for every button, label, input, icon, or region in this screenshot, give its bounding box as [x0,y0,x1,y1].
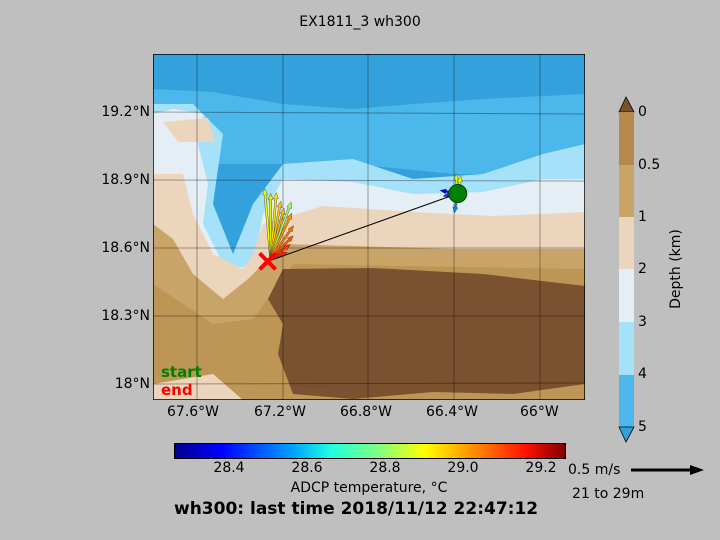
map-panel [153,54,585,400]
depth-tick: 5 [638,419,647,435]
coast-shelf [153,374,243,400]
current-vector [269,200,283,259]
lat-tick: 19.2°N [101,104,150,120]
lon-tick: 66.4°W [426,404,479,420]
end-legend: end [161,381,193,399]
depth-tick: 1 [638,209,647,225]
lat-tick: 18°N [114,376,150,392]
depth-tick: 0 [638,104,647,120]
depth-tick: 3 [638,314,647,330]
current-vector [267,192,274,259]
land-puerto-rico [268,268,585,399]
end-marker [258,251,278,271]
depth-band-swatch [619,322,634,375]
lat-tick: 18.6°N [101,240,150,256]
temp-tick: 28.8 [369,460,401,476]
last-time-footer: wh300: last time 2018/11/12 22:47:12 [174,499,539,519]
depth-label: Depth (km) [668,229,684,309]
start-marker [448,184,468,204]
start-legend: start [161,363,202,381]
depth-band-swatch [619,375,634,427]
depth-band-swatch [619,217,634,269]
scale-depth-range: 21 to 29m [572,486,645,502]
depth-band-swatch [619,269,634,322]
plot-title: EX1811_3 wh300 [299,14,421,30]
lon-tick: 67.2°W [254,404,307,420]
current-vector [269,192,279,259]
current-vector [269,212,292,260]
depth-band-4 [153,89,585,174]
current-vector [269,201,292,259]
temp-tick: 29.0 [447,460,479,476]
depth-tick: 4 [638,366,647,382]
current-vector [269,207,286,259]
temperature-colorbar [174,443,566,459]
lon-tick: 66°W [520,404,559,420]
depth-tick: 2 [638,261,647,277]
current-vector [262,188,272,259]
temp-tick: 28.6 [291,460,323,476]
depth-tick: 0.5 [638,157,661,173]
depth-band-swatch [619,112,634,165]
lon-tick: 66.8°W [340,404,393,420]
lon-tick: 67.6°W [167,404,220,420]
depth-band-swatch [619,165,634,217]
temp-tick: 29.2 [525,460,557,476]
lat-tick: 18.3°N [101,308,150,324]
temp-tick: 28.4 [213,460,245,476]
scale-label: 0.5 m/s [568,462,621,478]
scale-arrow [631,465,704,475]
depth-colorbar [618,96,635,443]
lat-tick: 18.9°N [101,172,150,188]
ship-track [267,193,458,262]
temperature-label: ADCP temperature, °C [290,480,448,496]
shelf-patch [163,118,215,142]
